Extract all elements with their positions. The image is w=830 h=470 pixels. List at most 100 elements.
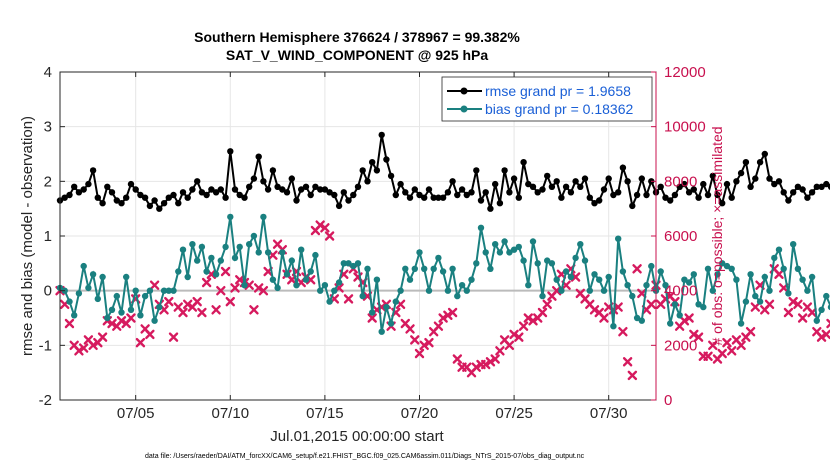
bias-point (331, 287, 338, 294)
rmse-point (775, 178, 783, 185)
rmse-point (231, 186, 239, 193)
rmse-point (657, 183, 664, 190)
y-tick-label: -1 (39, 337, 52, 354)
bias-point (373, 276, 381, 283)
bias-point (591, 271, 598, 278)
bias-point (766, 287, 773, 294)
rmse-point (373, 167, 381, 174)
assimilated-point (164, 296, 174, 307)
rmse-point (80, 186, 87, 193)
bias-point (94, 295, 102, 303)
rmse-point (619, 164, 627, 171)
rmse-point (615, 189, 622, 196)
rmse-point (99, 200, 106, 207)
rmse-point (719, 200, 726, 207)
assimilated-point (447, 307, 458, 318)
assimilated-point (627, 370, 638, 381)
bias-point (269, 276, 277, 283)
rmse-point (539, 186, 546, 193)
rmse-point (690, 186, 697, 193)
rmse-point (335, 202, 343, 210)
bias-point (615, 235, 622, 242)
bias-point (189, 241, 196, 248)
bias-point (156, 303, 163, 311)
assimilated-point (797, 313, 808, 323)
rmse-point (151, 197, 158, 204)
rmse-point (175, 200, 182, 207)
x-tick-label: 07/30 (590, 405, 628, 422)
bias-point (629, 292, 636, 300)
rmse-point (406, 194, 414, 201)
rmse-point (212, 189, 220, 196)
bias-point (548, 260, 556, 267)
footnote: data file: /Users/raeder/DAI/ATM_forcXX/… (145, 453, 585, 460)
assimilated-point (523, 313, 533, 323)
rmse-point (141, 194, 149, 201)
bias-point (600, 287, 608, 294)
assimilated-point (145, 329, 155, 340)
assimilated-point (249, 305, 259, 315)
rmse-point (66, 191, 73, 199)
bias-point (458, 282, 466, 289)
bias-point (771, 254, 778, 262)
rmse-point (591, 200, 598, 207)
bias-point (648, 262, 655, 270)
rmse-point (127, 180, 135, 188)
rmse-point (529, 183, 537, 190)
assimilated-point (433, 321, 444, 331)
bias-point (217, 257, 224, 264)
rmse-point (302, 183, 310, 190)
assimilated-point (736, 340, 746, 351)
bias-point (477, 224, 485, 231)
y-tick-label: 4 (44, 64, 52, 81)
assimilated-point (518, 321, 529, 331)
rmse-point (562, 183, 570, 190)
bias-point (700, 303, 707, 311)
bias-point (298, 246, 305, 253)
rmse-point (487, 205, 494, 212)
bias-point (671, 301, 679, 308)
bias-point (198, 243, 206, 251)
assimilated-point (419, 340, 429, 351)
bias-point (586, 287, 593, 294)
rmse-point (761, 150, 768, 158)
rmse-point (458, 186, 466, 193)
assimilated-point (783, 307, 794, 318)
bias-point (118, 309, 125, 316)
assimilated-point (192, 296, 202, 307)
rmse-point (312, 183, 319, 190)
assimilated-point (88, 340, 98, 351)
y2-tick-label: 4000 (664, 283, 697, 300)
bias-point (756, 298, 764, 305)
assimilated-point (745, 326, 756, 337)
bias-point (397, 287, 404, 294)
rmse-point (515, 194, 522, 201)
rmse-point (506, 189, 513, 196)
rmse-point (747, 183, 754, 190)
assimilated-point (443, 310, 453, 320)
bias-point (813, 317, 820, 324)
bias-point (71, 312, 78, 319)
rmse-point (785, 197, 792, 204)
bias-point (317, 287, 324, 294)
rmse-point (340, 189, 347, 196)
x-tick-label: 07/10 (212, 405, 250, 422)
assimilated-point (324, 231, 335, 241)
assimilated-point (504, 340, 515, 351)
bias-point (704, 265, 712, 272)
assimilated-point (168, 332, 179, 342)
assimilated-point (684, 313, 694, 323)
bias-point (387, 320, 395, 327)
x-tick-label: 07/05 (117, 405, 155, 422)
rmse-point (544, 172, 551, 180)
rmse-point (510, 175, 518, 182)
rmse-point (402, 189, 409, 196)
bias-point (184, 273, 191, 281)
y-tick-label: 1 (44, 228, 52, 245)
rmse-point (411, 186, 418, 193)
assimilated-point (74, 346, 84, 356)
rmse-point (676, 183, 683, 190)
rmse-point (85, 180, 92, 188)
bias-point (690, 271, 697, 278)
y2-ticks: 0 2000 4000 6000 8000 10000 12000 (651, 64, 706, 409)
